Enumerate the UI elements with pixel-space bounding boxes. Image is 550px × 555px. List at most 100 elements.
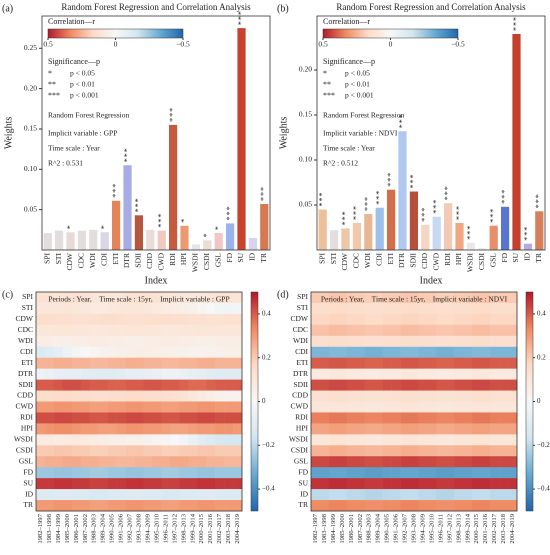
heat-cell: [319, 401, 330, 413]
heat-cell: [508, 379, 518, 391]
column-label: 1985–2000: [64, 513, 71, 543]
heat-cell: [224, 368, 234, 380]
heat-cell: [107, 324, 117, 337]
row-label: DTR: [18, 369, 33, 378]
heat-cell: [197, 357, 207, 369]
heat-cell: [197, 401, 207, 413]
heat-cell: [125, 357, 135, 369]
heat-cell: [233, 313, 243, 326]
heat-cell: [188, 368, 198, 380]
heat-cell: [472, 302, 482, 315]
heat-cell: [337, 456, 348, 468]
column-label: 1997–2012: [446, 514, 453, 544]
plot-frame: [35, 291, 243, 512]
x-tick-label: WSDI: [466, 253, 475, 273]
heat-cell: [143, 500, 153, 512]
panel-label: (d): [277, 289, 289, 300]
heat-cell: [311, 335, 321, 348]
heat-cell: [382, 390, 392, 402]
heat-cell: [337, 379, 348, 391]
heat-cell: [400, 401, 410, 413]
column-label: 1986–2001: [73, 514, 80, 544]
heat-cell: [197, 412, 207, 424]
row-label: WSDI: [289, 435, 309, 444]
heat-cell: [188, 478, 198, 490]
model-text: Time scale : Year: [323, 144, 375, 153]
row-label: GSL: [19, 456, 34, 465]
heat-cell: [179, 423, 189, 435]
heat-cell: [62, 500, 73, 512]
heat-cell: [44, 412, 55, 424]
heat-cell: [445, 368, 455, 380]
heat-cell: [62, 324, 73, 337]
heat-cell: [436, 313, 446, 326]
heat-cell: [179, 467, 189, 479]
heat-cell: [472, 445, 482, 457]
heat-cell: [152, 423, 162, 435]
heat-cell: [445, 302, 455, 315]
heat-cell: [233, 292, 243, 304]
significance-label: p < 0.05: [345, 69, 370, 78]
heat-cell: [107, 423, 117, 435]
heat-cell: [481, 489, 491, 501]
heat-cell: [143, 292, 153, 304]
heat-cell: [391, 445, 401, 457]
heat-cell: [116, 313, 126, 326]
heat-cell: [436, 401, 446, 413]
significance-stars: ***: [259, 186, 268, 201]
significance-label: p < 0.05: [70, 69, 95, 78]
heat-cell: [427, 489, 437, 501]
x-tick-label: SU: [236, 252, 245, 262]
heat-cell: [319, 357, 330, 369]
heat-cell: [311, 445, 321, 457]
heat-cell: [436, 456, 446, 468]
heat-cell: [418, 368, 428, 380]
heat-cell: [116, 445, 126, 457]
heat-cell: [143, 346, 153, 358]
heat-cell: [454, 434, 464, 446]
heat-cell: [337, 500, 348, 512]
heat-cell: [134, 379, 144, 391]
row-label: CDI: [20, 347, 33, 356]
heat-cell: [373, 292, 383, 304]
model-text: Implicit variable : NDVI: [323, 129, 398, 138]
x-tick-label: SPI: [42, 253, 51, 264]
heat-cell: [364, 390, 374, 402]
column-label: 1987–2002: [357, 514, 364, 544]
heat-cell: [418, 346, 428, 358]
column-label: 2002–2017: [491, 513, 498, 543]
colorbar-tick-label: −0.2: [537, 441, 550, 449]
heat-cell: [233, 357, 243, 369]
heat-cell: [215, 324, 225, 337]
significance-symbol: ***: [323, 91, 335, 100]
x-tick-label: CWD: [156, 252, 165, 270]
heat-cell: [161, 401, 171, 413]
heat-cell: [463, 292, 473, 304]
heat-cell: [391, 292, 401, 304]
heat-cell: [346, 478, 357, 490]
heat-cell: [206, 412, 216, 424]
heat-cell: [152, 346, 162, 358]
heat-cell: [170, 456, 180, 468]
significance-stars: ***: [363, 196, 372, 211]
heat-cell: [215, 390, 225, 402]
heat-cell: [311, 313, 321, 326]
heat-cell: [80, 368, 91, 380]
heat-cell: [337, 489, 348, 501]
heat-cell: [328, 368, 339, 380]
heat-cell: [311, 292, 321, 304]
heat-cell: [337, 412, 348, 424]
heat-cell: [490, 292, 500, 304]
heat-cell: [319, 324, 330, 337]
heat-cell: [382, 500, 392, 512]
heat-cell: [80, 401, 91, 413]
heat-cell: [382, 478, 392, 490]
heat-cell: [418, 302, 428, 315]
heat-cell: [53, 346, 64, 358]
heat-cell: [445, 467, 455, 479]
heat-cell: [463, 489, 473, 501]
bar: [409, 191, 419, 250]
heat-cell: [134, 313, 144, 326]
heat-cell: [418, 335, 428, 348]
colorbar-tick-label: 0.2: [537, 353, 546, 361]
